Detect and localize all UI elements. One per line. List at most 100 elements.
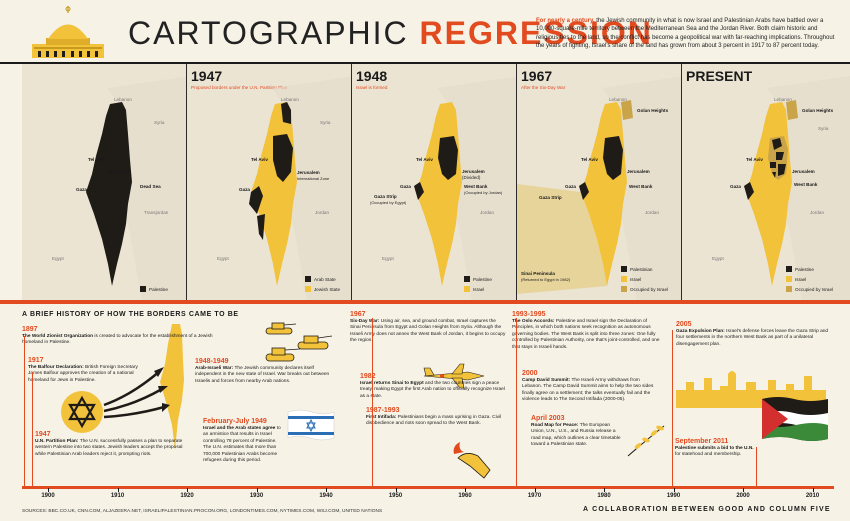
event-year: 1948-1949 [195, 358, 229, 365]
label-golan-heights: Golan Heights [637, 108, 669, 113]
label-jordan: Jordan [645, 210, 660, 215]
timeline-tick-mark [604, 488, 605, 492]
sources: SOURCES: BBC.CO.UK, CNN.COM, ALJAZEERA.N… [22, 509, 383, 514]
panel-era: 1947 [191, 68, 223, 84]
legend-label: Israel [795, 276, 807, 282]
label-gaza: Gaza [239, 187, 250, 192]
event-head: Israel and the Arab states agree [203, 426, 276, 431]
panel-era: 1948 [356, 68, 388, 84]
legend-swatch [140, 286, 146, 292]
event-text: The U.N. successfully passes a plan to s… [35, 439, 183, 457]
event-text: to an armistice that results in Israel c… [203, 426, 281, 464]
event-text: for statehood and membership. [675, 452, 742, 458]
connector-line [516, 318, 517, 486]
legend-swatch [621, 286, 627, 292]
event-text: is created to advocate for the establish… [22, 334, 213, 346]
intro-lead: For nearly a century, [536, 18, 595, 24]
label-lebanon: Lebanon [114, 97, 132, 102]
timeline-tick-label: 1960 [458, 493, 472, 499]
event-1948: 1948-1949 Arab-Israeli War: The Jewish c… [195, 357, 335, 385]
panel-divider [351, 64, 352, 302]
timeline-tick-label: 1950 [388, 493, 403, 499]
map-present [744, 76, 850, 302]
legend-swatch [464, 286, 470, 292]
legend-item: Israel [464, 286, 484, 292]
legend-swatch [305, 276, 311, 282]
tanks-icon [265, 322, 333, 362]
panel-divider [681, 64, 682, 302]
legend-swatch [786, 276, 792, 282]
timeline-tick-mark [395, 488, 397, 492]
event-year: September 2011 [675, 438, 729, 445]
legend-swatch [621, 276, 627, 282]
event-head: Arab-Israeli War: [195, 366, 234, 371]
legend-swatch [786, 286, 792, 292]
legend-label: Occupied by Israel [795, 286, 834, 292]
event-head: Road Map for Peace: [531, 423, 579, 428]
legend-swatch [305, 286, 311, 292]
label-divided: (Divided) [462, 175, 481, 180]
label-occupied-jordan: (Occupied by Jordan) [464, 190, 503, 195]
label-sinai-note: (Returned to Egypt in 1982) [521, 277, 571, 282]
dome-of-the-rock-icon [32, 6, 104, 58]
timeline-tick-mark [673, 488, 675, 492]
label-west-bank: West Bank [464, 184, 488, 189]
event-head: U.N. Partition Plan: [35, 439, 79, 444]
timeline-tick-label: 2000 [736, 493, 750, 499]
legend-item: Occupied by Israel [621, 286, 668, 292]
panel-divider [516, 64, 517, 302]
label-jerusalem: Jerusalem [462, 169, 485, 174]
event-head: First Intifada: [366, 415, 397, 420]
legend-item: Occupied by Israel [786, 286, 833, 292]
event-year: 2005 [676, 321, 692, 328]
label-tel-aviv: Tel Aviv [581, 157, 598, 162]
timeline-tick-mark [534, 488, 536, 492]
timeline-tick-mark [48, 488, 49, 492]
label-egypt: Egypt [52, 256, 64, 261]
legend-label: Jewish State [314, 286, 341, 292]
credit: A COLLABORATION BETWEEN GOOD AND COLUMN … [583, 506, 831, 513]
label-international-zone: International Zone [297, 176, 330, 181]
timeline-tick-label: 1940 [319, 493, 333, 499]
map-panel-1948: 1948 Israel is formed Tel Aviv Jerusalem… [352, 64, 520, 302]
map-panel-1917: 1917 Palestine before the creation of Is… [22, 64, 190, 302]
panel-divider [186, 64, 187, 302]
star-of-david-icon [61, 391, 103, 433]
label-dead-sea: Dead Sea [140, 184, 161, 189]
connector-line [32, 372, 33, 486]
arrows-icon [103, 367, 170, 419]
timeline-tick-mark [187, 488, 188, 492]
connector-line [756, 447, 757, 486]
event-2011: September 2011 Palestine submits a bid t… [675, 437, 759, 459]
event-text: and the two countries sign a peace treat… [360, 381, 505, 399]
timeline-tick-mark [326, 488, 327, 492]
intro-body: the Jewish community in what is now Isra… [536, 18, 835, 50]
label-gaza-strip: Gaza Strip [539, 195, 562, 200]
event-2000: 2000 Camp David Summit: The Israeli Army… [522, 369, 654, 404]
legend-item: Palestine [786, 266, 814, 272]
label-sinai: Sinai Peninsula [521, 271, 555, 276]
label-jerusalem: Jerusalem [792, 169, 815, 174]
timeline-tick-mark [256, 488, 258, 492]
label-jordan: Jordan [315, 210, 330, 215]
map-1917 [22, 64, 190, 302]
timeline-tick-mark [812, 488, 814, 492]
event-head: The World Zionist Organization [22, 334, 94, 339]
event-year: 2000 [522, 370, 538, 377]
legend-label: Israel [473, 286, 485, 292]
timeline-tick-label: 1900 [41, 493, 55, 499]
legend-item: Israel [621, 276, 641, 282]
label-egypt: Egypt [712, 256, 724, 261]
event-year: February-July 1949 [203, 418, 267, 425]
event-1917: 1917 The Balfour Declaration: British Fo… [28, 356, 144, 384]
label-tel-aviv: Tel Aviv [251, 157, 268, 162]
event-1897: 1897 The World Zionist Organization is c… [22, 325, 232, 347]
timeline-tick-label: 1970 [527, 493, 542, 499]
map-1947 [249, 76, 355, 302]
timeline-tick-mark [117, 488, 119, 492]
timeline-tick-label: 1910 [110, 493, 125, 499]
legend-label: Palestine [149, 286, 168, 292]
event-text: Using air, sea, and ground combat, Israe… [350, 319, 506, 344]
label-gaza: Gaza [76, 187, 87, 192]
